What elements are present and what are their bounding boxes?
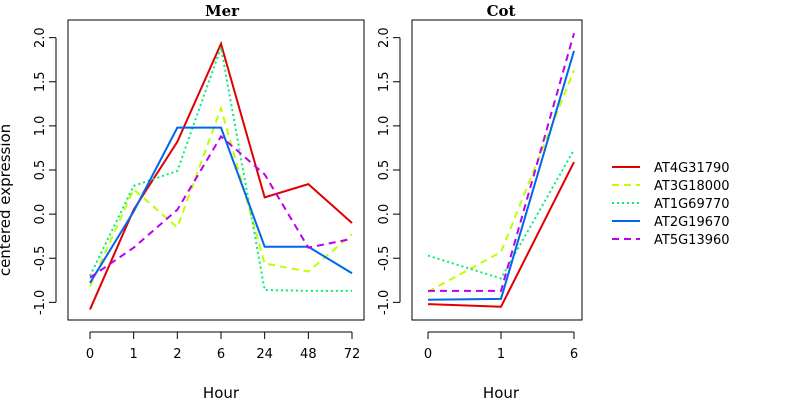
series-group-cot	[427, 32, 575, 308]
legend-label-at3g18000: AT3G18000	[654, 179, 730, 194]
x-tick-label-cot: 0	[424, 347, 432, 362]
series-line-cot-at4g31790	[427, 161, 575, 308]
series-line-mer-at2g19670	[89, 126, 353, 284]
legend-label-at2g19670: AT2G19670	[654, 215, 730, 230]
series-line-cot-at3g18000	[427, 69, 575, 293]
series-line-cot-at1g69770	[427, 149, 575, 280]
panel-cot: Cot Hour -1.0 -0.5 0.0 0.5 1.0 1.5 2.0 0 1 6	[377, 2, 583, 400]
y-tick-label-cot: -0.5	[377, 246, 392, 271]
series-line-mer-at3g18000	[89, 104, 353, 287]
y-tick-label-cot: -1.0	[377, 290, 392, 315]
panel-title-cot: Cot	[487, 2, 516, 20]
y-tick-label-cot: 0.0	[377, 204, 392, 225]
y-tick-label-mer: -1.0	[33, 290, 48, 315]
panel-title-mer: Mer	[205, 2, 240, 20]
series-group-mer	[89, 40, 353, 310]
x-tick-label-mer: 6	[217, 347, 225, 362]
series-line-mer-at4g31790	[89, 40, 353, 310]
plot-frame-cot	[411, 19, 583, 321]
series-line-mer-at5g13960	[89, 134, 353, 279]
y-axis-cot: -1.0 -0.5 0.0 0.5 1.0 1.5 2.0	[377, 27, 401, 315]
legend-label-at4g31790: AT4G31790	[654, 161, 730, 176]
legend-label-at5g13960: AT5G13960	[654, 233, 730, 248]
y-tick-label-mer: 1.0	[33, 116, 48, 137]
x-axis-title-cot: Hour	[483, 384, 520, 400]
x-tick-label-cot: 6	[570, 347, 578, 362]
x-tick-label-mer: 72	[344, 347, 361, 362]
y-axis-mer: -1.0 -0.5 0.0 0.5 1.0 1.5 2.0	[33, 27, 57, 315]
panel-mer: Mer Hour -1.0 -0.5 0.0 0.5 1.0 1.5 2.0 0 1 2 6 24 4…	[33, 2, 365, 400]
y-tick-label-mer: 2.0	[33, 27, 48, 48]
series-line-cot-at5g13960	[428, 32, 575, 292]
y-tick-label-cot: 2.0	[377, 27, 392, 48]
x-tick-label-mer: 24	[256, 347, 273, 362]
y-tick-label-mer: 0.0	[33, 204, 48, 225]
y-tick-label-cot: 1.0	[377, 116, 392, 137]
y-tick-label-cot: 1.5	[377, 71, 392, 92]
series-line-cot-at2g19670	[427, 50, 575, 301]
plot-frame-mer	[67, 19, 365, 321]
x-tick-label-mer: 2	[173, 347, 181, 362]
x-tick-label-mer: 0	[86, 347, 94, 362]
y-tick-label-mer: -0.5	[33, 246, 48, 271]
legend: AT4G31790 AT3G18000 AT1G69770 AT2G19670 AT5G…	[612, 161, 730, 248]
x-axis-title-mer: Hour	[203, 384, 240, 400]
x-axis-cot: 0 1 6	[424, 331, 578, 362]
x-tick-label-mer: 1	[130, 347, 138, 362]
series-line-mer-at1g69770	[89, 43, 352, 292]
legend-label-at1g69770: AT1G69770	[654, 197, 730, 212]
x-axis-mer: 0 1 2 6 24 48 72	[86, 331, 361, 362]
y-tick-label-cot: 0.5	[377, 160, 392, 181]
y-axis-title: centered expression	[0, 124, 14, 276]
y-tick-label-mer: 1.5	[33, 71, 48, 92]
x-tick-label-mer: 48	[300, 347, 317, 362]
x-tick-label-cot: 1	[497, 347, 505, 362]
y-tick-label-mer: 0.5	[33, 160, 48, 181]
